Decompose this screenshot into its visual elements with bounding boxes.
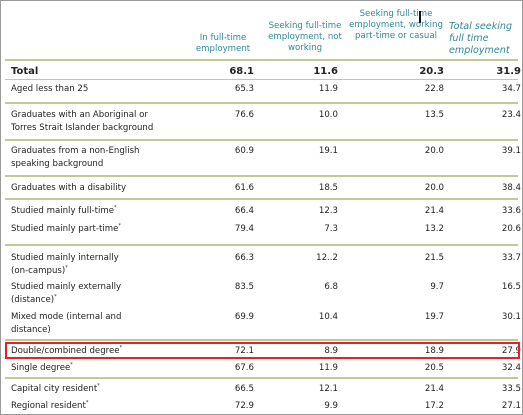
cell-seeking-part-time: 18.9 [424,346,444,356]
row-label-line2: speaking background [11,159,104,169]
row-label: Graduates with an Aboriginal or [11,110,148,120]
col-header-seeking-part-time: Seeking full-time employment, working pa… [349,9,443,41]
row-label: Studied mainly internally [11,253,119,263]
cell-total-seeking: 30.1 [501,312,521,322]
cell-seeking-part-time: 20.0 [424,146,444,156]
cell-seeking-not-working: 7.3 [324,224,338,234]
cell-seeking-not-working: 11.6 [313,66,338,77]
row-label-line2: Torres Strait Islander background [11,123,154,133]
cell-seeking-part-time: 21.5 [424,253,444,263]
text-cursor [419,11,421,23]
cell-full-time: 66.3 [234,253,254,263]
cell-full-time: 65.3 [234,84,254,94]
row-label: Graduates from a non-English [11,146,140,156]
row-label-line2: (distance)* [11,294,57,305]
cell-seeking-not-working: 18.5 [318,183,338,193]
row-label-line2: distance) [11,325,51,335]
cell-seeking-not-working: 11.9 [318,363,338,373]
cell-seeking-not-working: 9.9 [324,401,338,411]
cell-total-seeking: 34.7 [501,84,521,94]
row-label: Double/combined degree* [11,345,123,356]
cell-seeking-part-time: 9.7 [430,282,444,292]
cell-seeking-not-working: 6.8 [324,282,338,292]
cell-full-time: 69.9 [234,312,254,322]
row-divider [5,102,518,104]
cell-total-seeking: 31.9 [496,66,521,77]
cell-seeking-not-working: 11.9 [318,84,338,94]
cell-seeking-not-working: 10.4 [318,312,338,322]
row-divider [5,198,518,200]
cell-total-seeking: 27.1 [501,401,521,411]
cell-total-seeking: 39.1 [501,146,521,156]
cell-full-time: 61.6 [234,183,254,193]
cell-full-time: 66.5 [234,384,254,394]
col-header-total-seeking: Total seeking full time employment [449,21,513,56]
cell-full-time: 79.4 [234,224,254,234]
cell-seeking-not-working: 19.1 [318,146,338,156]
cell-total-seeking: 20.6 [501,224,521,234]
cell-seeking-not-working: 10.0 [318,110,338,120]
row-divider [5,175,518,177]
cell-full-time: 76.6 [234,110,254,120]
cell-seeking-part-time: 20.3 [419,66,444,77]
highlight-box [5,342,520,359]
cell-seeking-not-working: 8.9 [324,346,338,356]
header-rule [5,59,518,61]
cell-total-seeking: 33.7 [501,253,521,263]
row-label-line2: (on-campus)* [11,265,68,276]
cell-full-time: 60.9 [234,146,254,156]
row-label: Graduates with a disability [11,183,127,193]
cell-full-time: 72.1 [234,346,254,356]
row-divider [5,244,518,246]
cell-full-time: 67.6 [234,363,254,373]
cell-seeking-part-time: 20.5 [424,363,444,373]
cell-full-time: 66.4 [234,206,254,216]
cell-total-seeking: 16.5 [501,282,521,292]
cell-seeking-not-working: 12..2 [316,253,338,263]
cell-seeking-part-time: 21.4 [424,384,444,394]
cell-seeking-part-time: 20.0 [424,183,444,193]
cell-seeking-part-time: 13.2 [424,224,444,234]
row-label: Aged less than 25 [11,84,89,94]
cell-total-seeking: 33.6 [501,206,521,216]
cell-seeking-not-working: 12.3 [318,206,338,216]
row-divider [5,339,518,341]
row-label: Total [11,66,39,77]
cell-total-seeking: 32.4 [501,363,521,373]
row-divider [5,79,518,80]
row-label: Capital city resident* [11,383,100,394]
row-label: Mixed mode (internal and [11,312,122,322]
col-header-full-time: In full-time employment [195,33,251,54]
cell-full-time: 72.9 [234,401,254,411]
row-divider [5,139,518,141]
cell-seeking-part-time: 13.5 [424,110,444,120]
row-label: Regional resident* [11,400,89,411]
cell-total-seeking: 27.9 [501,346,521,356]
cell-total-seeking: 33.5 [501,384,521,394]
col-header-seeking-not-working: Seeking full-time employment, not workin… [268,21,342,53]
cell-seeking-part-time: 22.8 [424,84,444,94]
cell-seeking-part-time: 21.4 [424,206,444,216]
cell-seeking-part-time: 19.7 [424,312,444,322]
cell-total-seeking: 38.4 [501,183,521,193]
cell-seeking-not-working: 12.1 [318,384,338,394]
cell-seeking-part-time: 17.2 [424,401,444,411]
cell-total-seeking: 23.4 [501,110,521,120]
cell-full-time: 68.1 [229,66,254,77]
row-label: Studied mainly part-time* [11,223,121,234]
row-label: Studied mainly externally [11,282,122,292]
row-label: Single degree* [11,362,73,373]
row-label: Studied mainly full-time* [11,205,117,216]
row-divider [5,377,518,379]
cell-full-time: 83.5 [234,282,254,292]
